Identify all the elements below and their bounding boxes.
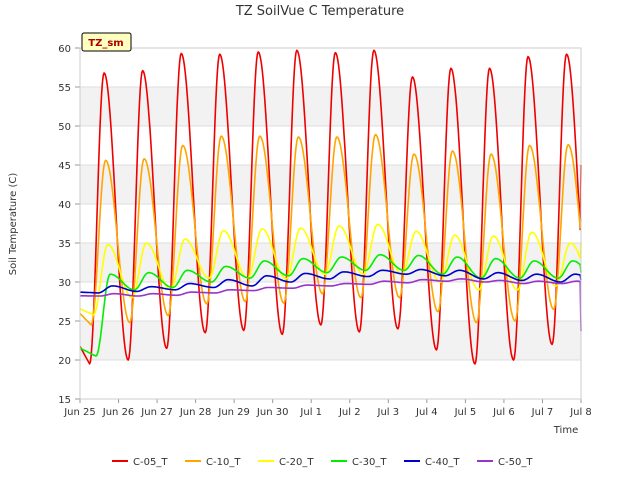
legend: C-05_T C-10_T C-20_T C-30_T C-40_T C-50_T — [112, 457, 533, 468]
series-line-C-30_T — [79, 253, 582, 357]
series-line-C-05_T — [79, 49, 582, 365]
y-tick-label: 45 — [58, 161, 71, 172]
x-tick-label: Jul 7 — [531, 407, 554, 418]
y-tick-label: 30 — [58, 278, 71, 289]
legend-label: C-40_T — [425, 457, 460, 468]
grid-band — [80, 321, 581, 360]
annotation-tag: TZ_sm — [81, 32, 132, 52]
annotation-text: TZ_sm — [88, 38, 123, 49]
x-tick-label: Jul 3 — [377, 407, 400, 418]
y-tick-label: 15 — [58, 395, 71, 406]
y-axis-ticks: 15 20 25 30 35 40 45 50 55 60 — [58, 44, 80, 406]
grid-band — [80, 243, 581, 282]
series-line-C-10_T — [79, 133, 582, 326]
x-tick-label: Jun 26 — [102, 407, 135, 418]
series-line-C-20_T — [79, 223, 582, 316]
x-tick-label: Jun 25 — [63, 407, 96, 418]
y-tick-label: 25 — [58, 317, 71, 328]
legend-label: C-50_T — [498, 457, 533, 468]
x-tick-label: Jun 27 — [140, 407, 173, 418]
legend-label: C-20_T — [279, 457, 314, 468]
series-line-C-50_T — [80, 278, 582, 332]
chart-title: TZ SoilVue C Temperature — [235, 4, 404, 19]
y-tick-label: 20 — [58, 356, 71, 367]
x-tick-label: Jun 30 — [256, 407, 289, 418]
x-tick-label: Jun 29 — [217, 407, 250, 418]
x-tick-label: Jul 2 — [338, 407, 361, 418]
x-tick-label: Jul 1 — [299, 407, 322, 418]
x-tick-label: Jul 8 — [569, 407, 592, 418]
y-tick-label: 35 — [58, 239, 71, 250]
legend-label: C-10_T — [206, 457, 241, 468]
x-tick-label: Jul 5 — [454, 407, 477, 418]
x-tick-label: Jun 28 — [179, 407, 212, 418]
y-tick-label: 40 — [58, 200, 71, 211]
y-tick-label: 55 — [58, 83, 71, 94]
y-tick-label: 50 — [58, 122, 71, 133]
annotation-box — [81, 32, 132, 52]
series-line-C-40_T — [79, 268, 582, 294]
x-axis-label: Time — [553, 425, 578, 436]
x-tick-label: Jul 6 — [492, 407, 515, 418]
x-tick-label: Jul 4 — [415, 407, 438, 418]
grid-band — [80, 48, 581, 87]
series-lines — [79, 49, 582, 365]
legend-label: C-30_T — [352, 457, 387, 468]
y-axis-label: Soil Temperature (C) — [8, 173, 19, 276]
plot-frame — [79, 47, 582, 400]
y-tick-label: 60 — [58, 44, 71, 55]
x-axis-ticks: Jun 25 Jun 26 Jun 27 Jun 28 Jun 29 Jun 30 Jul … — [63, 399, 592, 418]
grid-band — [80, 360, 581, 399]
legend-label: C-05_T — [133, 457, 168, 468]
